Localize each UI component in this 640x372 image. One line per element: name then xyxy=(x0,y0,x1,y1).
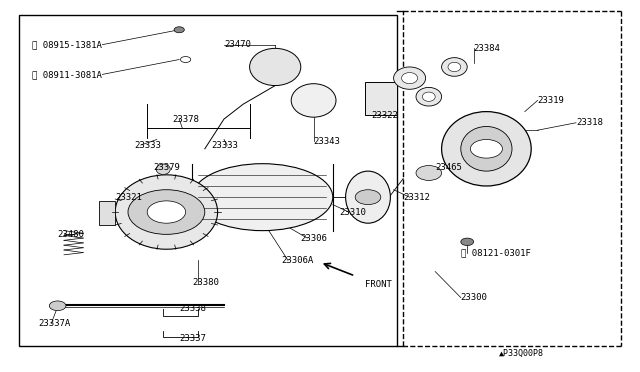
Ellipse shape xyxy=(416,87,442,106)
Text: 23321: 23321 xyxy=(115,193,142,202)
Text: 23333: 23333 xyxy=(134,141,161,150)
Text: Ⓦ 08915-1381A: Ⓦ 08915-1381A xyxy=(32,40,102,49)
Text: Ⓑ 08121-0301F: Ⓑ 08121-0301F xyxy=(461,248,531,257)
Circle shape xyxy=(416,166,442,180)
Ellipse shape xyxy=(461,126,512,171)
Text: 23306: 23306 xyxy=(301,234,328,243)
Text: 23378: 23378 xyxy=(173,115,200,124)
Ellipse shape xyxy=(402,73,418,84)
Circle shape xyxy=(180,57,191,62)
Text: 23343: 23343 xyxy=(314,137,340,146)
Ellipse shape xyxy=(192,164,333,231)
Bar xyxy=(365,82,397,115)
Ellipse shape xyxy=(394,67,426,89)
Circle shape xyxy=(128,190,205,234)
Text: 23300: 23300 xyxy=(461,293,488,302)
Text: 23480: 23480 xyxy=(58,230,84,239)
Ellipse shape xyxy=(442,112,531,186)
Text: 23306A: 23306A xyxy=(282,256,314,265)
Text: 23310: 23310 xyxy=(339,208,366,217)
Ellipse shape xyxy=(442,58,467,76)
Text: 23322: 23322 xyxy=(371,111,398,120)
Ellipse shape xyxy=(346,171,390,223)
Text: ▲P33Q00P8: ▲P33Q00P8 xyxy=(499,349,544,358)
Text: 23465: 23465 xyxy=(435,163,462,172)
Text: 23337: 23337 xyxy=(179,334,206,343)
Bar xyxy=(19,15,397,346)
Ellipse shape xyxy=(250,48,301,86)
Text: 23470: 23470 xyxy=(224,40,251,49)
Circle shape xyxy=(461,238,474,246)
Text: 23318: 23318 xyxy=(576,118,603,127)
Circle shape xyxy=(147,201,186,223)
Text: FRONT: FRONT xyxy=(365,280,392,289)
Text: 23333: 23333 xyxy=(211,141,238,150)
Text: 23380: 23380 xyxy=(192,278,219,287)
Bar xyxy=(99,201,115,225)
Ellipse shape xyxy=(291,84,336,117)
Ellipse shape xyxy=(156,164,170,174)
Circle shape xyxy=(174,27,184,33)
Text: 23337A: 23337A xyxy=(38,319,70,328)
Circle shape xyxy=(355,190,381,205)
Text: 23379: 23379 xyxy=(154,163,180,172)
Ellipse shape xyxy=(115,175,218,249)
Text: 23319: 23319 xyxy=(538,96,564,105)
Circle shape xyxy=(470,140,502,158)
Text: 23384: 23384 xyxy=(474,44,500,53)
Text: 23312: 23312 xyxy=(403,193,430,202)
Ellipse shape xyxy=(448,62,461,71)
Text: 23338: 23338 xyxy=(179,304,206,313)
Circle shape xyxy=(49,301,66,311)
Text: Ⓝ 08911-3081A: Ⓝ 08911-3081A xyxy=(32,70,102,79)
Ellipse shape xyxy=(422,92,435,101)
